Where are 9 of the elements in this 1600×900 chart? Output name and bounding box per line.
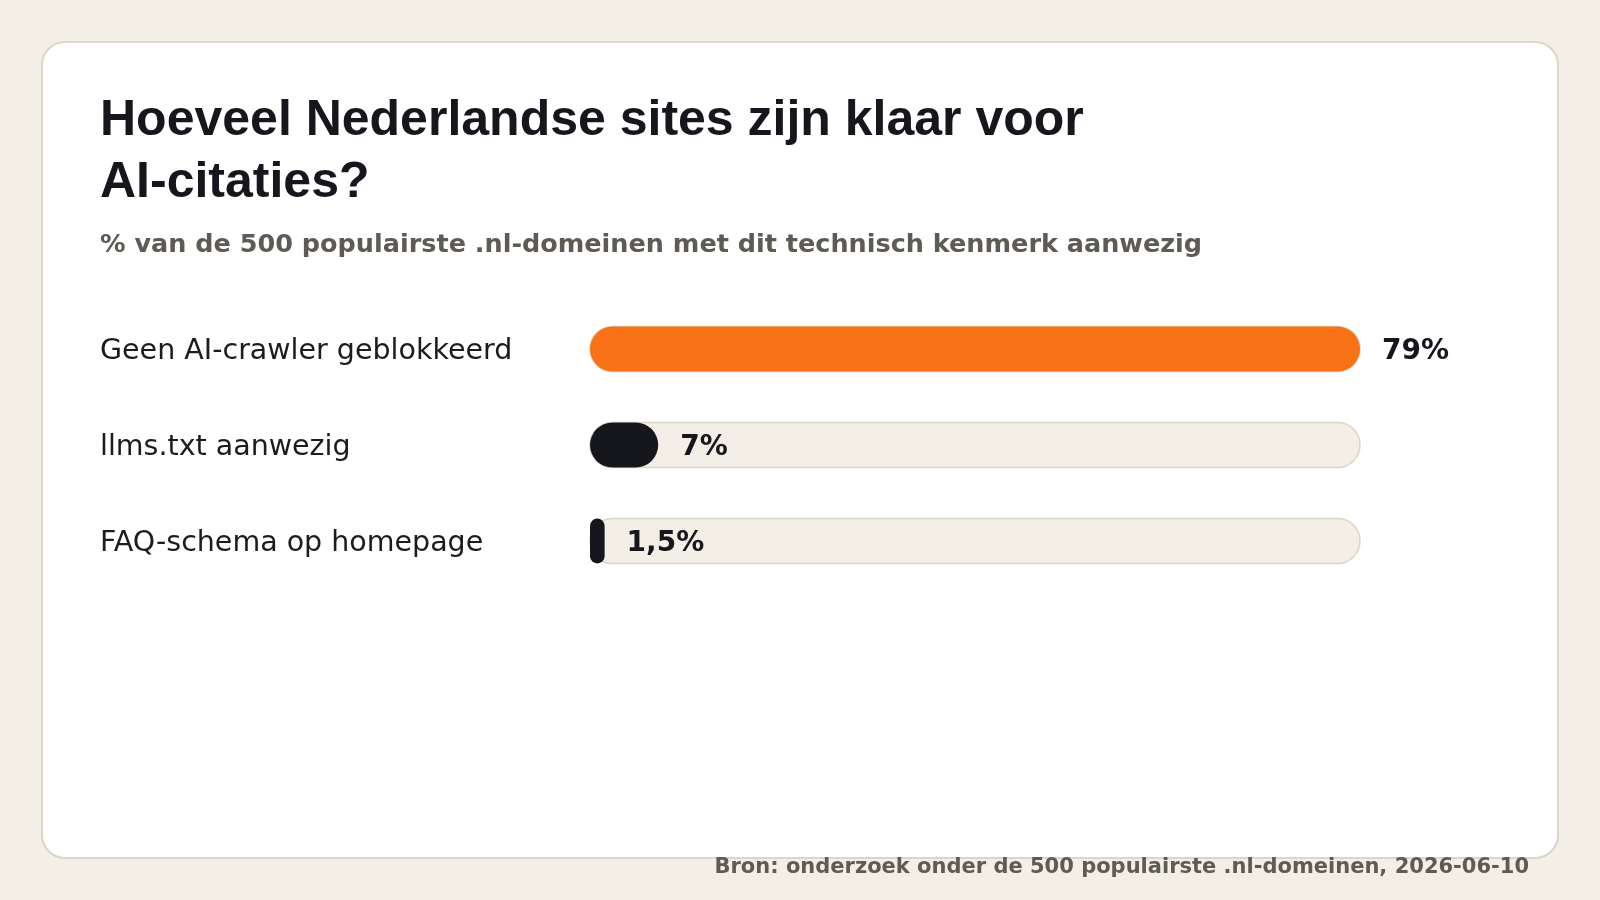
data-label: 1,5%: [626, 524, 705, 558]
text: Bron: onderzoek onder de 500 populairste .nl-domeinen, 2026-06-10: [714, 853, 1529, 880]
y-tick-label: FAQ-schema op homepage: [100, 524, 484, 558]
chart-title: Hoeveel Nederlandse sites zijn klaar voor AI-citaties?: [100, 89, 1085, 210]
data-label: 79%: [1382, 332, 1450, 366]
y-tick-label: llms.txt aanwezig: [100, 428, 351, 462]
chart-subtitle: % van de 500 populairste .nl-domeinen met dit technisch kenmerk aanwezig: [100, 227, 1203, 260]
y-tick-label: Geen AI-crawler geblokkeerd: [100, 332, 513, 366]
data-label: 7%: [680, 428, 728, 462]
